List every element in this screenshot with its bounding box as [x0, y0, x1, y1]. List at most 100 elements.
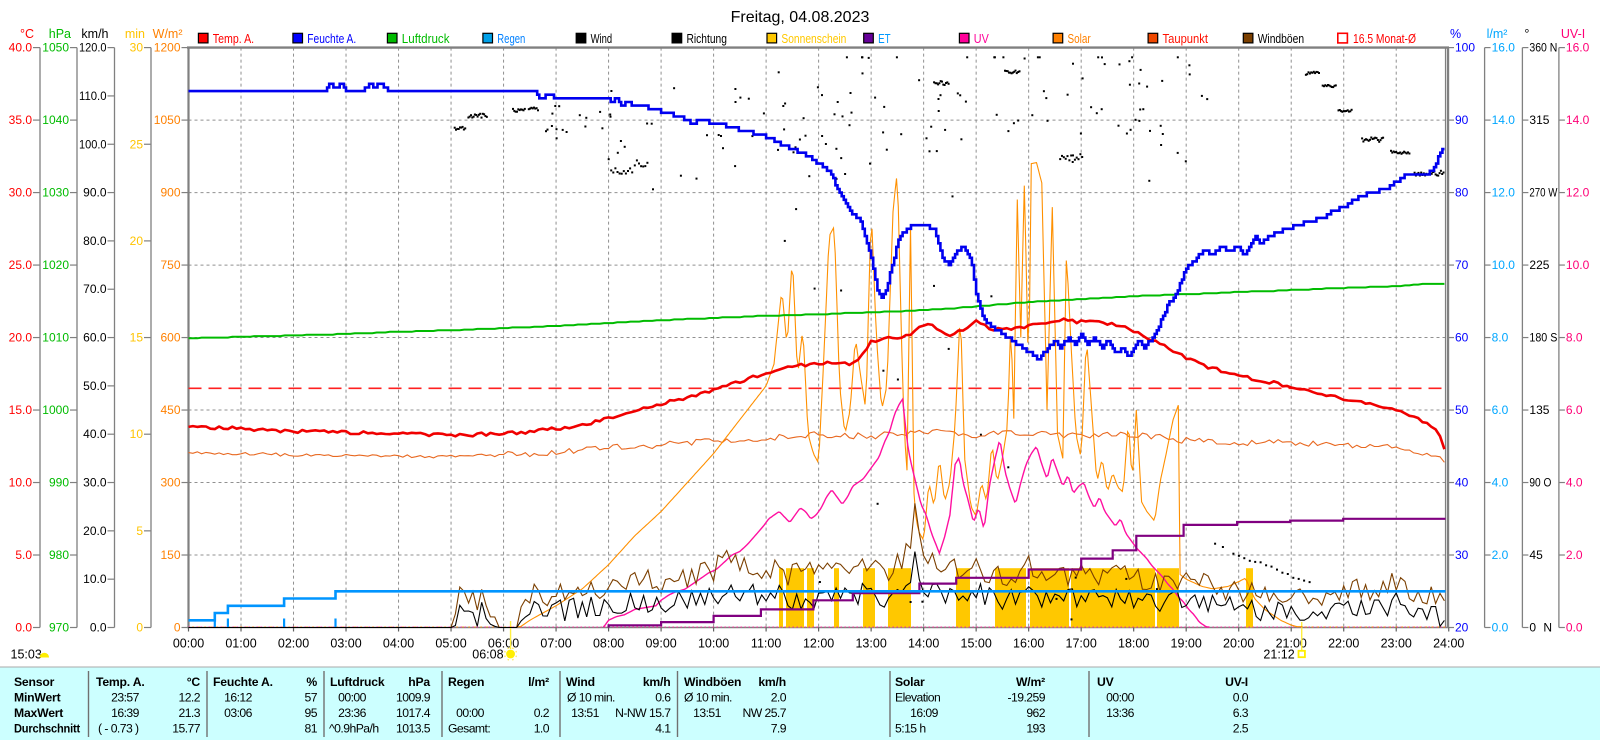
svg-text:20.0: 20.0	[9, 331, 33, 345]
svg-text:Feuchte A.: Feuchte A.	[213, 675, 273, 689]
svg-text:17:00: 17:00	[1066, 637, 1097, 651]
svg-text:16:12: 16:12	[224, 691, 253, 705]
svg-text:Richtung: Richtung	[687, 32, 727, 46]
svg-text:15: 15	[130, 331, 144, 345]
svg-text:04:00: 04:00	[383, 637, 414, 651]
svg-text:16:39: 16:39	[111, 706, 140, 720]
svg-text:15.77: 15.77	[172, 722, 201, 736]
svg-text:1.0: 1.0	[534, 722, 550, 736]
svg-text:0.0: 0.0	[15, 621, 32, 635]
svg-text:35.0: 35.0	[9, 113, 33, 127]
svg-text:24:00: 24:00	[1433, 637, 1464, 651]
svg-text:%: %	[306, 675, 317, 689]
svg-text:50: 50	[1455, 403, 1469, 417]
svg-text:W/m²: W/m²	[1016, 675, 1045, 689]
svg-text:21:00: 21:00	[1276, 637, 1307, 651]
svg-text:UV: UV	[974, 32, 990, 46]
svg-text:2.5: 2.5	[1233, 722, 1249, 736]
svg-text:970: 970	[49, 621, 69, 635]
svg-text:16.5 Monat-Ø: 16.5 Monat-Ø	[1353, 32, 1416, 46]
svg-text:0.0: 0.0	[1492, 621, 1509, 635]
svg-text:00:00: 00:00	[1106, 691, 1135, 705]
svg-text:1017.4: 1017.4	[396, 706, 431, 720]
svg-text:03:06: 03:06	[224, 706, 253, 720]
svg-text:20.0: 20.0	[83, 524, 107, 538]
svg-text:N-NW 15.7: N-NW 15.7	[615, 706, 671, 720]
svg-text:-19.259: -19.259	[1008, 691, 1046, 705]
svg-text:120.0: 120.0	[79, 41, 107, 55]
svg-text:Luftdruck: Luftdruck	[402, 32, 450, 46]
svg-text:Ø 10 min.: Ø 10 min.	[684, 691, 732, 705]
svg-text:80.0: 80.0	[83, 234, 107, 248]
svg-text:90 O: 90 O	[1529, 476, 1551, 490]
svg-text:01:00: 01:00	[225, 637, 256, 651]
svg-text:990: 990	[49, 476, 69, 490]
svg-text:1020: 1020	[42, 258, 69, 272]
svg-text:MaxWert: MaxWert	[14, 706, 63, 720]
svg-text:70: 70	[1455, 258, 1469, 272]
svg-text:980: 980	[49, 548, 69, 562]
svg-text:180 S: 180 S	[1529, 331, 1557, 345]
svg-text:NW 25.7: NW 25.7	[742, 706, 786, 720]
svg-text:Regen: Regen	[497, 32, 525, 46]
svg-text:( - 0.73 ): ( - 0.73 )	[98, 722, 139, 736]
svg-text:0: 0	[1529, 621, 1536, 635]
svg-text:315: 315	[1529, 113, 1549, 127]
svg-text:Freitag, 04.08.2023: Freitag, 04.08.2023	[731, 9, 870, 26]
svg-text:1000: 1000	[42, 403, 69, 417]
svg-text:10.0: 10.0	[9, 476, 33, 490]
svg-text:16:00: 16:00	[1013, 637, 1044, 651]
svg-text:10.0: 10.0	[1566, 258, 1590, 272]
svg-text:30.0: 30.0	[9, 186, 33, 200]
svg-text:22:00: 22:00	[1328, 637, 1359, 651]
svg-text:MinWert: MinWert	[14, 691, 61, 705]
svg-text:21:12: 21:12	[1263, 648, 1294, 662]
svg-text:06:08: 06:08	[472, 648, 503, 662]
svg-text:1030: 1030	[42, 186, 69, 200]
svg-text:20: 20	[1455, 621, 1469, 635]
svg-text:05:00: 05:00	[435, 637, 466, 651]
svg-text:20:00: 20:00	[1223, 637, 1254, 651]
svg-text:6.3: 6.3	[1233, 706, 1249, 720]
svg-text:60.0: 60.0	[83, 331, 107, 345]
svg-text:W/m²: W/m²	[153, 27, 183, 41]
svg-text:962: 962	[1026, 706, 1045, 720]
svg-text:Elevation: Elevation	[895, 691, 940, 705]
svg-text:00:00: 00:00	[173, 637, 204, 651]
svg-text:100.0: 100.0	[79, 137, 107, 151]
svg-text:Sensor: Sensor	[14, 675, 55, 689]
svg-text:16.0: 16.0	[1492, 41, 1516, 55]
svg-text:°C: °C	[20, 27, 34, 41]
svg-text:09:00: 09:00	[645, 637, 676, 651]
svg-text:0.0: 0.0	[1233, 691, 1249, 705]
svg-text:13:36: 13:36	[1106, 706, 1135, 720]
svg-text:km/h: km/h	[81, 27, 108, 41]
svg-text:23:36: 23:36	[338, 706, 367, 720]
svg-text:135: 135	[1529, 403, 1549, 417]
svg-text:300: 300	[160, 476, 180, 490]
svg-text:12.0: 12.0	[1492, 186, 1516, 200]
svg-text:360 N: 360 N	[1529, 41, 1557, 55]
svg-text:%: %	[1450, 27, 1461, 41]
svg-text:60: 60	[1455, 331, 1469, 345]
svg-text:06:00: 06:00	[488, 637, 519, 651]
svg-text:08:00: 08:00	[593, 637, 624, 651]
svg-text:N: N	[1543, 621, 1552, 635]
svg-text:10:00: 10:00	[698, 637, 729, 651]
svg-text:Taupunkt: Taupunkt	[1163, 32, 1209, 46]
svg-text:UV-I: UV-I	[1225, 675, 1248, 689]
svg-text:Ø 10 min.: Ø 10 min.	[567, 691, 615, 705]
svg-text:4.0: 4.0	[1566, 476, 1583, 490]
svg-text:Luftdruck: Luftdruck	[330, 675, 385, 689]
svg-text:km/h: km/h	[758, 675, 786, 689]
svg-text:0.0: 0.0	[1566, 621, 1583, 635]
svg-text:min: min	[125, 27, 145, 41]
svg-text:900: 900	[160, 186, 180, 200]
svg-text:40: 40	[1455, 476, 1469, 490]
svg-text:270 W: 270 W	[1529, 186, 1558, 200]
svg-text:90: 90	[1455, 113, 1469, 127]
svg-text:l/m²: l/m²	[528, 675, 549, 689]
svg-text:600: 600	[160, 331, 180, 345]
svg-text:hPa: hPa	[408, 675, 430, 689]
svg-text:6.0: 6.0	[1566, 403, 1583, 417]
